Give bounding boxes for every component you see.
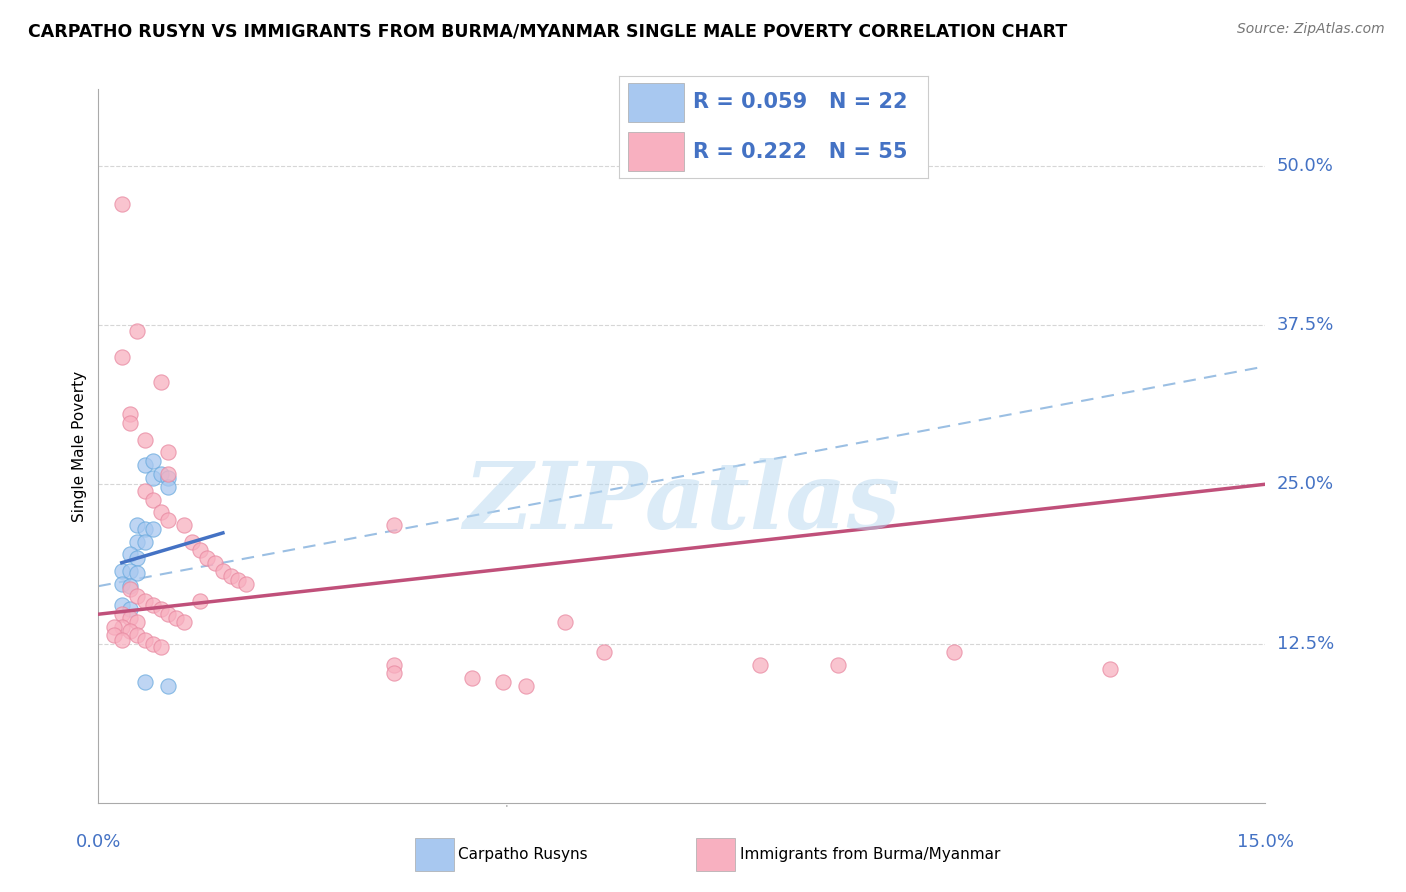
Point — [180, 534, 202, 549]
Point — [118, 602, 141, 616]
Point — [118, 416, 141, 430]
Point — [142, 492, 165, 507]
Text: Source: ZipAtlas.com: Source: ZipAtlas.com — [1237, 22, 1385, 37]
Text: Immigrants from Burma/Myanmar: Immigrants from Burma/Myanmar — [740, 847, 1000, 862]
Text: R = 0.222   N = 55: R = 0.222 N = 55 — [693, 142, 907, 161]
Point — [103, 627, 125, 641]
Point — [943, 645, 966, 659]
Text: CARPATHO RUSYN VS IMMIGRANTS FROM BURMA/MYANMAR SINGLE MALE POVERTY CORRELATION : CARPATHO RUSYN VS IMMIGRANTS FROM BURMA/… — [28, 22, 1067, 40]
Point — [173, 518, 195, 533]
Text: 12.5%: 12.5% — [1277, 634, 1334, 653]
Point — [188, 543, 211, 558]
Point — [157, 679, 180, 693]
Point — [515, 679, 537, 693]
Point — [111, 576, 134, 591]
Text: 0.0%: 0.0% — [76, 833, 121, 851]
Point — [195, 551, 218, 566]
Point — [134, 433, 156, 447]
Point — [127, 534, 149, 549]
Point — [118, 579, 141, 593]
Point — [134, 632, 156, 647]
Point — [157, 480, 180, 494]
Point — [382, 658, 405, 673]
Point — [111, 599, 134, 613]
Point — [118, 407, 141, 421]
Point — [748, 658, 770, 673]
Point — [157, 467, 180, 481]
Point — [111, 620, 134, 634]
Point — [382, 665, 405, 680]
Point — [149, 376, 172, 390]
Point — [219, 569, 242, 583]
Point — [142, 522, 165, 536]
Text: 25.0%: 25.0% — [1277, 475, 1334, 493]
Point — [212, 564, 235, 578]
Point — [157, 607, 180, 622]
Point — [554, 615, 576, 629]
Point — [149, 602, 172, 616]
Point — [127, 627, 149, 641]
Point — [111, 197, 134, 211]
Point — [165, 611, 187, 625]
Point — [111, 350, 134, 364]
Point — [127, 551, 149, 566]
Point — [118, 564, 141, 578]
Point — [149, 467, 172, 481]
Point — [127, 566, 149, 581]
FancyBboxPatch shape — [628, 83, 683, 122]
Text: ZIPatlas: ZIPatlas — [464, 458, 900, 548]
Point — [134, 483, 156, 498]
Text: 37.5%: 37.5% — [1277, 316, 1334, 334]
Point — [461, 671, 484, 685]
Point — [127, 518, 149, 533]
Point — [827, 658, 849, 673]
Point — [149, 505, 172, 519]
Point — [492, 674, 515, 689]
Point — [228, 573, 250, 587]
Point — [157, 471, 180, 485]
Point — [142, 471, 165, 485]
Point — [134, 522, 156, 536]
Point — [103, 620, 125, 634]
Y-axis label: Single Male Poverty: Single Male Poverty — [72, 370, 87, 522]
Point — [118, 624, 141, 638]
Point — [127, 324, 149, 338]
FancyBboxPatch shape — [628, 132, 683, 171]
Point — [204, 556, 226, 570]
Point — [173, 615, 195, 629]
Point — [118, 611, 141, 625]
Point — [142, 636, 165, 650]
Text: 50.0%: 50.0% — [1277, 157, 1333, 175]
Point — [134, 458, 156, 472]
Point — [142, 454, 165, 468]
Point — [111, 607, 134, 622]
Point — [111, 632, 134, 647]
Point — [118, 547, 141, 561]
Point — [149, 640, 172, 655]
Point — [1098, 662, 1121, 676]
Point — [118, 582, 141, 596]
Point — [382, 518, 405, 533]
Point — [134, 534, 156, 549]
Point — [188, 594, 211, 608]
Point — [235, 576, 257, 591]
Point — [157, 513, 180, 527]
Point — [593, 645, 616, 659]
Point — [134, 674, 156, 689]
Text: R = 0.059   N = 22: R = 0.059 N = 22 — [693, 93, 907, 112]
Point — [134, 594, 156, 608]
Text: Carpatho Rusyns: Carpatho Rusyns — [458, 847, 588, 862]
Point — [111, 564, 134, 578]
Point — [127, 615, 149, 629]
Point — [157, 445, 180, 459]
Point — [142, 599, 165, 613]
Point — [127, 590, 149, 604]
Text: 15.0%: 15.0% — [1237, 833, 1294, 851]
